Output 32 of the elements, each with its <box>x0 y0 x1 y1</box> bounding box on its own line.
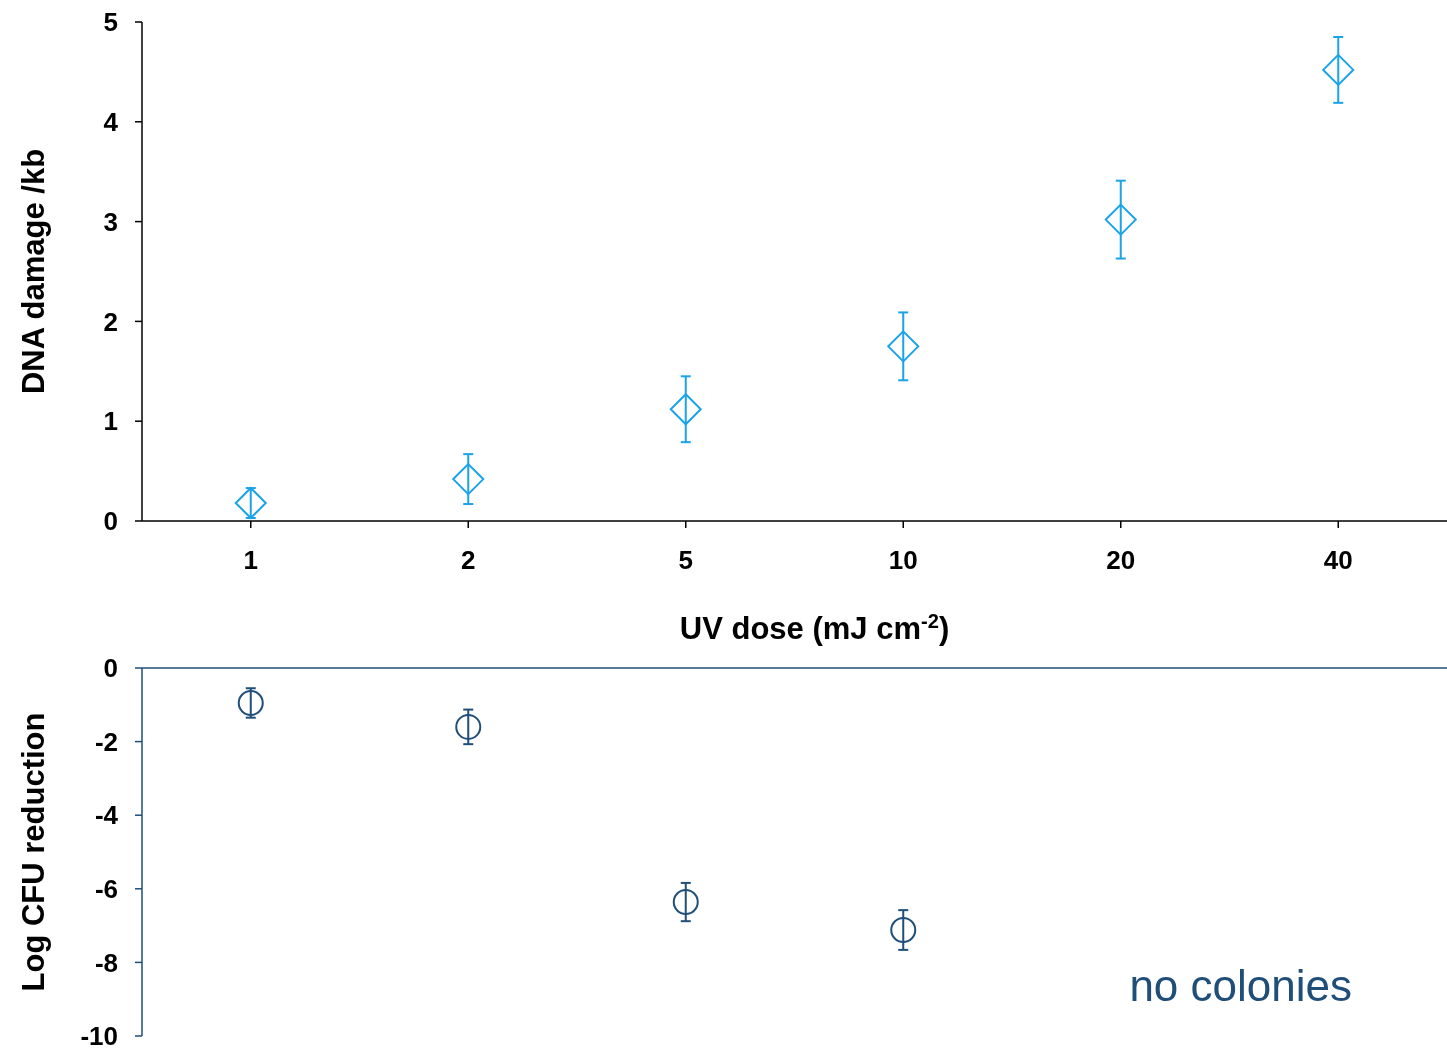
point <box>887 330 920 363</box>
y-tick-label: -2 <box>94 726 118 757</box>
y-tick-label: 1 <box>103 406 118 437</box>
y-tick-label: -8 <box>94 947 118 978</box>
x-tick-label: 40 <box>1323 545 1353 575</box>
point <box>890 917 917 944</box>
point <box>234 487 267 520</box>
y-tick-label: -6 <box>94 873 118 904</box>
y-axis-title: DNA damage /kb <box>16 148 51 395</box>
x-tick-label: 20 <box>1106 545 1136 575</box>
annotation: no colonies <box>1129 961 1352 1010</box>
y-tick-label: 5 <box>103 7 118 38</box>
x-tick-label: 1 <box>243 545 258 575</box>
y-axis-title: Log CFU reduction <box>16 712 51 992</box>
y-tick-label: 3 <box>103 206 118 237</box>
point <box>452 463 485 496</box>
point <box>1104 203 1137 236</box>
y-tick-label: 2 <box>103 306 118 337</box>
y-tick-label: -10 <box>80 1021 118 1051</box>
x-tick-label: 2 <box>461 545 476 575</box>
point <box>237 689 264 716</box>
y-tick-label: 0 <box>103 506 118 537</box>
y-tick-label: 0 <box>103 653 118 684</box>
x-axis-title: UV dose (mJ cm$^{-2}$) <box>679 610 950 646</box>
point <box>669 393 702 426</box>
y-tick-label: 4 <box>103 106 119 137</box>
point <box>455 713 482 740</box>
y-tick-label: -4 <box>94 800 119 831</box>
x-tick-label: 5 <box>678 545 693 575</box>
x-tick-label: 10 <box>888 545 918 575</box>
point <box>1322 53 1355 86</box>
point <box>672 889 699 916</box>
